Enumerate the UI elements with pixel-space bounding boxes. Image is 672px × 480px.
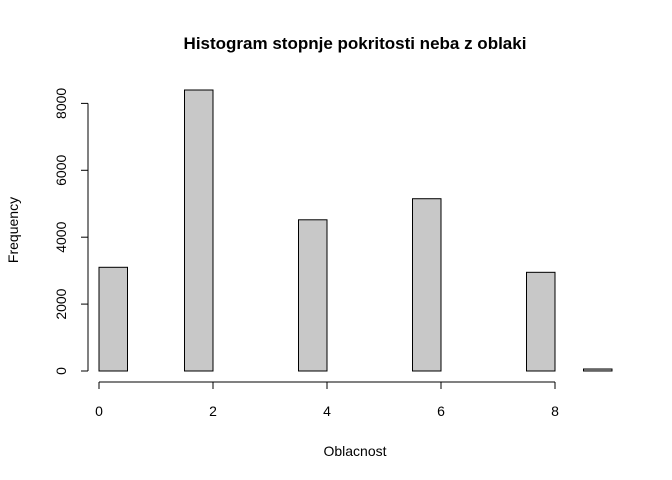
y-axis: 0 2000 4000 6000 8000 bbox=[53, 88, 89, 375]
y-tick-label: 8000 bbox=[53, 88, 69, 119]
y-tick-label: 0 bbox=[53, 367, 69, 375]
x-axis: 0 2 4 6 8 bbox=[95, 381, 559, 419]
histogram-bar bbox=[412, 198, 442, 372]
x-tick-label: 8 bbox=[551, 403, 559, 419]
x-tick-label: 2 bbox=[209, 403, 217, 419]
histogram-bar bbox=[526, 271, 556, 372]
histogram-bar bbox=[184, 89, 214, 372]
x-axis-label: Oblacnost bbox=[323, 443, 386, 459]
y-tick-label: 6000 bbox=[53, 155, 69, 186]
chart-title: Histogram stopnje pokritosti neba z obla… bbox=[184, 34, 527, 53]
y-tick-label: 2000 bbox=[53, 288, 69, 319]
y-axis-label: Frequency bbox=[5, 197, 21, 263]
histogram-bar bbox=[583, 368, 613, 372]
y-tick-label: 4000 bbox=[53, 221, 69, 252]
x-tick-label: 6 bbox=[437, 403, 445, 419]
bars-group bbox=[98, 89, 613, 372]
x-tick-label: 0 bbox=[95, 403, 103, 419]
histogram-bar bbox=[298, 219, 328, 372]
x-tick-label: 4 bbox=[323, 403, 331, 419]
histogram-bar bbox=[98, 266, 128, 372]
